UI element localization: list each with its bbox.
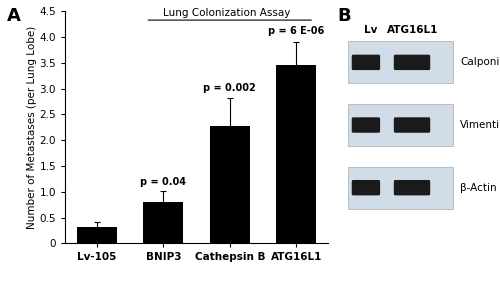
Bar — [276, 65, 316, 243]
Text: A: A — [7, 7, 21, 25]
Text: B: B — [337, 7, 351, 25]
Text: Calponin: Calponin — [460, 57, 500, 67]
Bar — [144, 202, 184, 243]
Text: Lv: Lv — [364, 25, 378, 35]
FancyBboxPatch shape — [394, 55, 430, 70]
Bar — [348, 104, 453, 146]
FancyBboxPatch shape — [352, 55, 380, 70]
Text: p = 6 E-06: p = 6 E-06 — [268, 26, 324, 36]
Text: Lung Colonization Assay: Lung Colonization Assay — [163, 8, 290, 18]
Text: p = 0.04: p = 0.04 — [140, 177, 186, 187]
Text: Vimentin: Vimentin — [460, 120, 500, 130]
Text: ATG16L1: ATG16L1 — [387, 25, 438, 35]
Text: p = 0.002: p = 0.002 — [204, 83, 256, 93]
Y-axis label: Number of Metastases (per Lung Lobe): Number of Metastases (per Lung Lobe) — [26, 26, 36, 229]
Bar — [210, 126, 250, 243]
Bar — [348, 167, 453, 209]
Bar — [348, 42, 453, 83]
Text: β-Actin: β-Actin — [460, 183, 497, 193]
FancyBboxPatch shape — [394, 117, 430, 133]
FancyBboxPatch shape — [394, 180, 430, 195]
FancyBboxPatch shape — [352, 180, 380, 195]
FancyBboxPatch shape — [352, 117, 380, 133]
Bar — [77, 227, 117, 243]
